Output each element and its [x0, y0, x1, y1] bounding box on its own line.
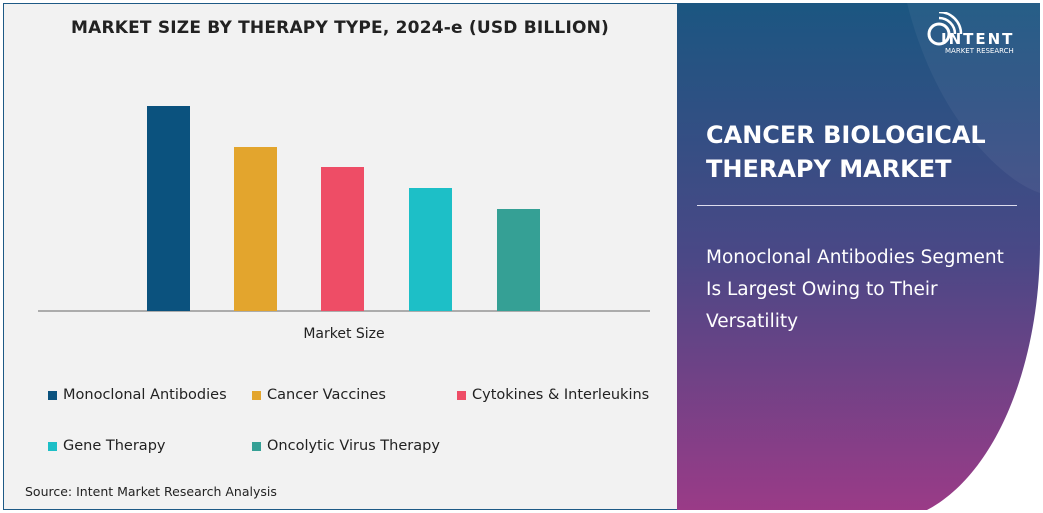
logo-name: INTENT: [941, 30, 1015, 48]
legend-label: Cytokines & Interleukins: [472, 387, 650, 403]
bar-1: [234, 147, 277, 311]
legend-item: Monoclonal Antibodies: [48, 387, 227, 403]
intent-logo: INTENT MARKET RESEARCH: [925, 10, 1035, 58]
market-subtitle: Monoclonal Antibodies Segment Is Largest…: [706, 247, 1004, 332]
x-axis-label: Market Size: [303, 326, 385, 342]
legend-item: Gene Therapy: [48, 438, 165, 454]
legend-item: Oncolytic Virus Therapy: [252, 438, 440, 454]
logo-tagline: MARKET RESEARCH: [945, 47, 1014, 55]
legend-swatch: [252, 390, 261, 400]
bar-3: [409, 188, 452, 311]
legend-item: Cytokines & Interleukins: [457, 387, 649, 403]
legend-swatch: [48, 390, 57, 400]
signal-icon: [927, 10, 963, 46]
legend-label: Gene Therapy: [63, 438, 166, 454]
market-title: CANCER BIOLOGICAL THERAPY MARKET: [706, 121, 986, 183]
legend-label: Monoclonal Antibodies: [63, 387, 227, 403]
bar-2: [321, 167, 364, 311]
legend-label: Cancer Vaccines: [267, 387, 386, 403]
legend-swatch: [457, 390, 466, 400]
legend-swatch: [48, 441, 57, 451]
bar-0: [147, 106, 190, 311]
chart-title: MARKET SIZE BY THERAPY TYPE, 2024-e (USD…: [70, 18, 610, 38]
divider: [697, 205, 1017, 206]
legend-swatch: [252, 441, 261, 451]
legend-item: Cancer Vaccines: [252, 387, 386, 403]
legend-label: Oncolytic Virus Therapy: [267, 438, 440, 454]
bar-chart: [38, 106, 650, 312]
source-note: Source: Intent Market Research Analysis: [25, 484, 277, 499]
bar-4: [497, 209, 540, 311]
info-panel-background: [677, 3, 1040, 510]
